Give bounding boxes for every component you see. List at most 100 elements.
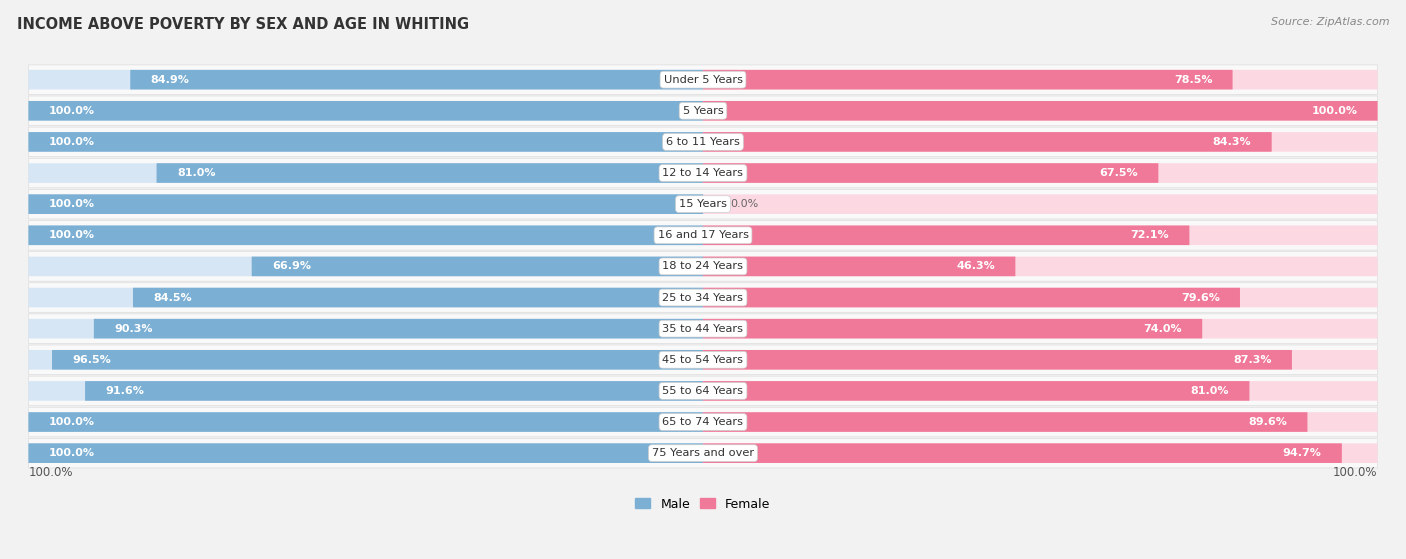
FancyBboxPatch shape bbox=[703, 70, 1378, 89]
Text: 91.6%: 91.6% bbox=[105, 386, 145, 396]
Text: 100.0%: 100.0% bbox=[49, 448, 94, 458]
Legend: Male, Female: Male, Female bbox=[630, 492, 776, 515]
Text: 100.0%: 100.0% bbox=[1312, 106, 1357, 116]
FancyBboxPatch shape bbox=[28, 345, 1378, 375]
FancyBboxPatch shape bbox=[28, 376, 1378, 406]
Text: 67.5%: 67.5% bbox=[1099, 168, 1137, 178]
Text: 75 Years and over: 75 Years and over bbox=[652, 448, 754, 458]
FancyBboxPatch shape bbox=[703, 257, 1015, 276]
FancyBboxPatch shape bbox=[703, 101, 1378, 121]
FancyBboxPatch shape bbox=[28, 96, 1378, 126]
FancyBboxPatch shape bbox=[703, 319, 1378, 338]
Text: 35 to 44 Years: 35 to 44 Years bbox=[662, 324, 744, 334]
FancyBboxPatch shape bbox=[703, 288, 1240, 307]
Text: Under 5 Years: Under 5 Years bbox=[664, 75, 742, 84]
FancyBboxPatch shape bbox=[28, 252, 1378, 281]
Text: 45 to 54 Years: 45 to 54 Years bbox=[662, 355, 744, 365]
FancyBboxPatch shape bbox=[28, 70, 703, 89]
Text: 15 Years: 15 Years bbox=[679, 199, 727, 209]
Text: 96.5%: 96.5% bbox=[72, 355, 111, 365]
Text: 100.0%: 100.0% bbox=[49, 199, 94, 209]
Text: 100.0%: 100.0% bbox=[49, 106, 94, 116]
Text: 46.3%: 46.3% bbox=[956, 262, 995, 272]
FancyBboxPatch shape bbox=[28, 443, 703, 463]
Text: 84.3%: 84.3% bbox=[1213, 137, 1251, 147]
FancyBboxPatch shape bbox=[703, 319, 1202, 338]
FancyBboxPatch shape bbox=[28, 101, 703, 121]
FancyBboxPatch shape bbox=[28, 225, 703, 245]
Text: 72.1%: 72.1% bbox=[1130, 230, 1168, 240]
FancyBboxPatch shape bbox=[703, 350, 1378, 369]
FancyBboxPatch shape bbox=[28, 408, 1378, 437]
Text: Source: ZipAtlas.com: Source: ZipAtlas.com bbox=[1271, 17, 1389, 27]
Text: 25 to 34 Years: 25 to 34 Years bbox=[662, 292, 744, 302]
FancyBboxPatch shape bbox=[703, 163, 1378, 183]
FancyBboxPatch shape bbox=[703, 163, 1159, 183]
FancyBboxPatch shape bbox=[703, 443, 1378, 463]
FancyBboxPatch shape bbox=[28, 283, 1378, 312]
Text: 65 to 74 Years: 65 to 74 Years bbox=[662, 417, 744, 427]
FancyBboxPatch shape bbox=[703, 70, 1233, 89]
Text: 100.0%: 100.0% bbox=[1333, 466, 1378, 479]
Text: 55 to 64 Years: 55 to 64 Years bbox=[662, 386, 744, 396]
FancyBboxPatch shape bbox=[703, 381, 1378, 401]
Text: 6 to 11 Years: 6 to 11 Years bbox=[666, 137, 740, 147]
FancyBboxPatch shape bbox=[703, 225, 1378, 245]
Text: 100.0%: 100.0% bbox=[49, 230, 94, 240]
Text: 12 to 14 Years: 12 to 14 Years bbox=[662, 168, 744, 178]
FancyBboxPatch shape bbox=[28, 381, 703, 401]
Text: 84.9%: 84.9% bbox=[150, 75, 190, 84]
Text: 0.0%: 0.0% bbox=[730, 199, 758, 209]
FancyBboxPatch shape bbox=[28, 314, 1378, 343]
FancyBboxPatch shape bbox=[28, 132, 703, 151]
FancyBboxPatch shape bbox=[156, 163, 703, 183]
Text: 78.5%: 78.5% bbox=[1174, 75, 1212, 84]
FancyBboxPatch shape bbox=[703, 443, 1341, 463]
Text: 87.3%: 87.3% bbox=[1233, 355, 1271, 365]
FancyBboxPatch shape bbox=[252, 257, 703, 276]
FancyBboxPatch shape bbox=[86, 381, 703, 401]
FancyBboxPatch shape bbox=[28, 101, 703, 121]
FancyBboxPatch shape bbox=[28, 127, 1378, 157]
FancyBboxPatch shape bbox=[28, 443, 703, 463]
FancyBboxPatch shape bbox=[94, 319, 703, 338]
FancyBboxPatch shape bbox=[703, 412, 1308, 432]
Text: 66.9%: 66.9% bbox=[271, 262, 311, 272]
FancyBboxPatch shape bbox=[703, 195, 1378, 214]
FancyBboxPatch shape bbox=[703, 350, 1292, 369]
FancyBboxPatch shape bbox=[28, 350, 703, 369]
FancyBboxPatch shape bbox=[703, 225, 1189, 245]
Text: 16 and 17 Years: 16 and 17 Years bbox=[658, 230, 748, 240]
FancyBboxPatch shape bbox=[703, 381, 1250, 401]
Text: 89.6%: 89.6% bbox=[1249, 417, 1286, 427]
FancyBboxPatch shape bbox=[28, 412, 703, 432]
Text: 81.0%: 81.0% bbox=[177, 168, 215, 178]
Text: 100.0%: 100.0% bbox=[49, 417, 94, 427]
FancyBboxPatch shape bbox=[703, 288, 1378, 307]
FancyBboxPatch shape bbox=[28, 438, 1378, 468]
FancyBboxPatch shape bbox=[28, 257, 703, 276]
FancyBboxPatch shape bbox=[703, 257, 1378, 276]
FancyBboxPatch shape bbox=[131, 70, 703, 89]
FancyBboxPatch shape bbox=[28, 65, 1378, 94]
FancyBboxPatch shape bbox=[28, 190, 1378, 219]
FancyBboxPatch shape bbox=[703, 132, 1378, 151]
Text: 84.5%: 84.5% bbox=[153, 292, 191, 302]
FancyBboxPatch shape bbox=[703, 412, 1378, 432]
Text: 81.0%: 81.0% bbox=[1191, 386, 1229, 396]
Text: 100.0%: 100.0% bbox=[49, 137, 94, 147]
Text: 90.3%: 90.3% bbox=[114, 324, 153, 334]
Text: 100.0%: 100.0% bbox=[28, 466, 73, 479]
FancyBboxPatch shape bbox=[28, 319, 703, 338]
FancyBboxPatch shape bbox=[134, 288, 703, 307]
FancyBboxPatch shape bbox=[703, 101, 1378, 121]
FancyBboxPatch shape bbox=[52, 350, 703, 369]
Text: 94.7%: 94.7% bbox=[1282, 448, 1322, 458]
FancyBboxPatch shape bbox=[28, 288, 703, 307]
FancyBboxPatch shape bbox=[28, 163, 703, 183]
FancyBboxPatch shape bbox=[28, 195, 703, 214]
Text: 79.6%: 79.6% bbox=[1181, 292, 1219, 302]
Text: 18 to 24 Years: 18 to 24 Years bbox=[662, 262, 744, 272]
FancyBboxPatch shape bbox=[28, 225, 703, 245]
FancyBboxPatch shape bbox=[28, 158, 1378, 188]
